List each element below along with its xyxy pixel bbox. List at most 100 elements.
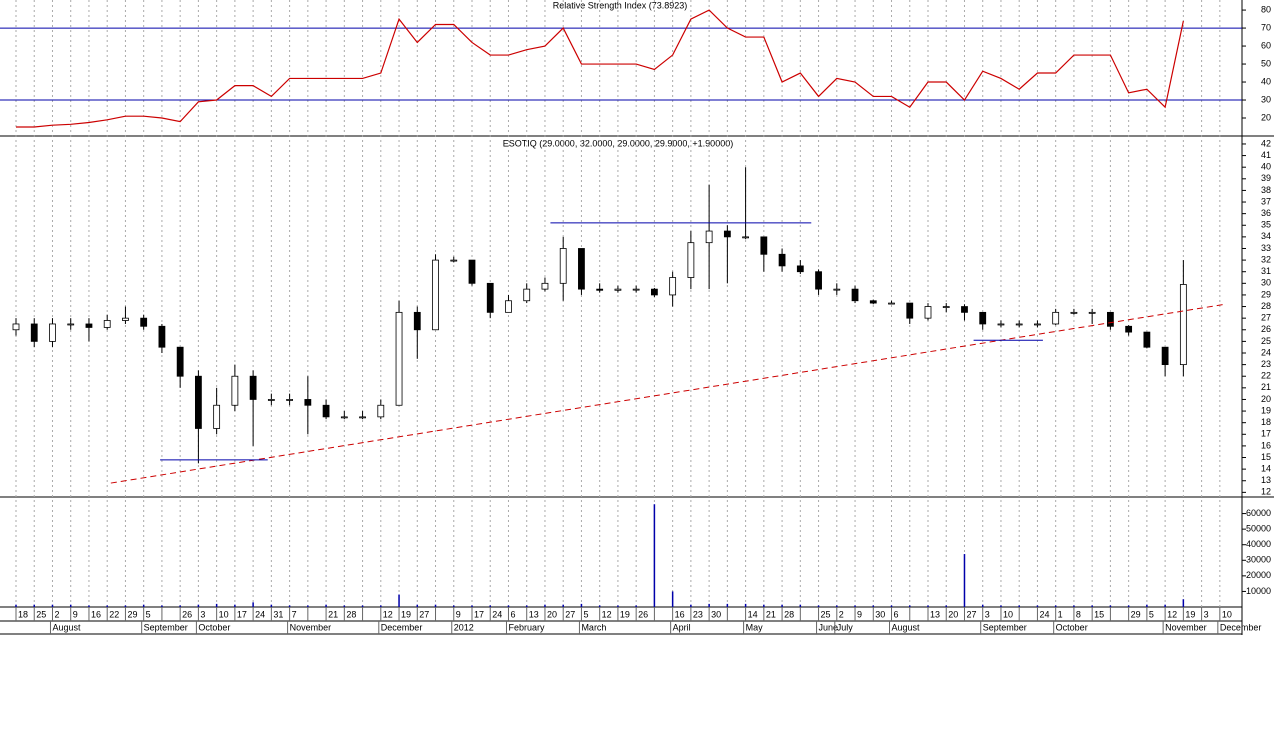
volume-bar (343, 605, 346, 607)
volume-bar (252, 602, 254, 607)
candle-body (67, 323, 75, 326)
volume-bar (434, 604, 437, 607)
y-tick-label: 31 (1261, 266, 1271, 276)
y-tick-label: 16 (1261, 440, 1271, 450)
volume-bar (617, 605, 619, 607)
y-tick-label: 13 (1261, 475, 1271, 485)
x-tick-label: 24 (492, 609, 502, 619)
y-tick-label: 40000 (1246, 539, 1271, 549)
candle-body (505, 300, 512, 313)
volume-bar (33, 604, 35, 607)
x-tick-label: 5 (146, 609, 151, 619)
trend-line (110, 303, 1226, 484)
volume-bar (854, 605, 856, 607)
y-tick-label: 60 (1261, 40, 1271, 50)
month-label: December (381, 622, 423, 632)
volume-bar (471, 605, 473, 607)
y-tick-label: 60000 (1246, 508, 1271, 518)
volume-bar (580, 603, 583, 607)
volume-bar (909, 605, 911, 607)
x-tick-label: 6 (510, 609, 515, 619)
candle-body (888, 302, 895, 305)
candle-body (213, 404, 221, 429)
x-tick-label: 2 (54, 609, 59, 619)
volume-bar (890, 605, 893, 607)
candle-body (1143, 331, 1151, 348)
candle-body (1161, 346, 1169, 366)
x-tick-label: 24 (255, 609, 265, 619)
month-label: July (837, 622, 854, 632)
volume-bar (416, 604, 419, 607)
volume-bar (15, 604, 17, 607)
volume-bar (179, 605, 181, 607)
candle-body (176, 346, 184, 377)
x-tick-label: 19 (401, 609, 411, 619)
volume-bar (288, 605, 291, 607)
candle-body (103, 320, 111, 328)
volume-bar (836, 605, 838, 607)
month-label: March (581, 622, 606, 632)
candle-body (523, 288, 531, 302)
x-tick-label: 16 (675, 609, 685, 619)
y-tick-label: 30 (1261, 278, 1271, 288)
month-label: September (144, 622, 188, 632)
candle-body (778, 253, 786, 267)
y-tick-label: 17 (1261, 429, 1271, 439)
month-label: June (819, 622, 839, 632)
month-label: December (1220, 622, 1262, 632)
month-label: September (983, 622, 1027, 632)
x-tick-label: 12 (602, 609, 612, 619)
x-tick-label: 24 (1039, 609, 1049, 619)
candle-body (833, 288, 841, 291)
volume-bar (1073, 605, 1075, 607)
y-tick-label: 10000 (1246, 586, 1271, 596)
x-tick-label: 15 (1094, 609, 1104, 619)
candle-body (614, 288, 622, 291)
candle-body (906, 302, 914, 319)
y-tick-label: 21 (1261, 382, 1271, 392)
volume-bar (744, 603, 747, 607)
candle-body (596, 288, 604, 291)
volume-bar (161, 605, 163, 607)
y-tick-label: 40 (1261, 76, 1271, 86)
candle-body (158, 325, 166, 348)
x-tick-label: 13 (529, 609, 539, 619)
candle-body (632, 288, 640, 291)
x-tick-label: 26 (638, 609, 648, 619)
x-tick-label: 13 (930, 609, 940, 619)
x-tick-label: 3 (985, 609, 990, 619)
y-tick-label: 20000 (1246, 570, 1271, 580)
candle-body (997, 323, 1005, 326)
x-tick-label: 16 (91, 609, 101, 619)
candle-body (49, 323, 56, 342)
volume-bar (124, 605, 127, 607)
x-tick-label: 8 (1076, 609, 1081, 619)
y-tick-label: 36 (1261, 208, 1271, 218)
candle-body (979, 311, 987, 325)
x-tick-label: 23 (693, 609, 703, 619)
y-tick-label: 20 (1261, 394, 1271, 404)
volume-bar (927, 605, 929, 607)
x-tick-label: 1 (1058, 609, 1063, 619)
x-tick-label: 2 (839, 609, 844, 619)
x-tick-label: 17 (474, 609, 484, 619)
volume-bar (453, 605, 455, 607)
volume-bar (380, 605, 382, 607)
volume-bar (690, 604, 692, 607)
candle-body (486, 282, 494, 313)
y-tick-label: 15 (1261, 452, 1271, 462)
volume-bar (1018, 605, 1020, 607)
volume-bar (1000, 605, 1002, 607)
volume-bar (88, 605, 90, 607)
x-tick-label: 3 (1204, 609, 1209, 619)
candle-body (559, 248, 567, 284)
y-tick-label: 24 (1261, 347, 1271, 357)
y-tick-label: 28 (1261, 301, 1271, 311)
y-tick-label: 41 (1261, 150, 1271, 160)
y-tick-label: 70 (1261, 22, 1271, 32)
candle-body (687, 242, 695, 278)
volume-bar (781, 604, 783, 607)
volume-bar (1127, 605, 1130, 607)
candle-body (468, 259, 476, 284)
